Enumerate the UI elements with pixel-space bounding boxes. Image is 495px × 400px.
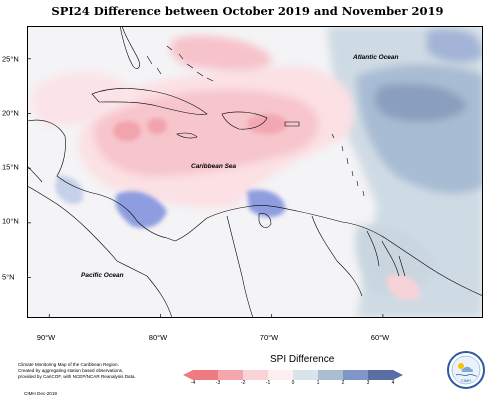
colorbar-tick-label: 2 <box>341 380 345 386</box>
credit-text: Climate Monitoring Map of the Caribbean … <box>18 362 136 381</box>
x-tick-80w: 80°W <box>148 333 168 342</box>
colorbar-cell <box>343 370 369 380</box>
spi-spot-dark-pink-2 <box>147 118 167 134</box>
colorbar-cell <box>218 370 244 380</box>
colorbar <box>183 368 403 386</box>
colorbar-cell <box>193 370 219 380</box>
credit-line-2: Created by aggregating station based obs… <box>18 368 124 374</box>
colorbar-tick-label: -2 <box>240 380 246 386</box>
spi-zone-pale-pink-west <box>31 72 137 126</box>
colorbar-tick-label: -1 <box>265 380 271 386</box>
legend-title: SPI Difference <box>270 354 335 365</box>
credit-line-1: Climate Monitoring Map of the Caribbean … <box>18 362 119 367</box>
spi-zone-blue-colombia <box>247 189 286 218</box>
colorbar-tick-label: 0 <box>291 380 295 386</box>
map-border <box>27 26 483 318</box>
spi-zone-blue-northeast <box>427 29 483 63</box>
colorbar-arrow-left <box>183 370 193 380</box>
colorbar-arrow-right <box>393 370 403 380</box>
x-tick-90w: 90°W <box>36 333 56 342</box>
label-atlantic-ocean: Atlantic Ocean <box>353 54 399 61</box>
y-tick-5n: 5°N <box>2 272 15 282</box>
logo-text: CIMH <box>461 378 471 383</box>
map-title: SPI24 Difference between October 2019 an… <box>51 4 444 18</box>
credit-line-3: provided by CariCOF, with NCEP/NCAR Rean… <box>18 374 136 380</box>
sun-icon <box>458 363 464 369</box>
label-caribbean-sea: Caribbean Sea <box>191 163 237 170</box>
spi-spot-dark-pink-1 <box>113 121 141 141</box>
spi-zone-blue-yucatan <box>55 175 83 204</box>
spi-spot-dark-pink-3 <box>247 114 287 134</box>
spi-zone-blue-central-america <box>115 191 167 228</box>
credit-date: CIMH Dec-2019 <box>24 391 57 396</box>
cloud-icon <box>461 366 474 372</box>
spi-zone-pink-bahamas <box>170 35 272 71</box>
y-tick-10n: 10°N <box>2 216 19 226</box>
y-tick-15n: 15°N <box>2 162 19 172</box>
y-tick-20n: 20°N <box>2 108 19 118</box>
x-tick-70w: 70°W <box>259 333 279 342</box>
cimh-logo: CIMH <box>446 350 486 390</box>
spi-difference-map <box>27 26 483 318</box>
colorbar-tick-label: 1 <box>316 380 320 386</box>
x-tick-60w: 60°W <box>370 333 390 342</box>
spi-zone-blue-grey-south <box>355 225 437 295</box>
spi-zone-medium-pink <box>94 90 319 176</box>
colorbar-cell <box>243 370 269 380</box>
colorbar-cell <box>293 370 319 380</box>
spi-zone-dark-blue-atlantic <box>375 84 467 122</box>
colorbar-tick-label: 4 <box>391 380 395 386</box>
colorbar-cell <box>368 370 394 380</box>
colorbar-tick-label: -3 <box>215 380 221 386</box>
label-pacific-ocean: Pacific Ocean <box>81 272 124 279</box>
colorbar-tick-label: -4 <box>190 380 196 386</box>
wave-icon <box>455 374 478 377</box>
colorbar-tick-label: 3 <box>366 380 370 386</box>
spi-zone-pink-south <box>387 274 420 301</box>
axis-tick-marks <box>27 58 384 318</box>
y-tick-25n: 25°N <box>2 54 19 64</box>
colorbar-cell <box>318 370 344 380</box>
coastlines <box>27 26 483 318</box>
colorbar-cell <box>268 370 294 380</box>
